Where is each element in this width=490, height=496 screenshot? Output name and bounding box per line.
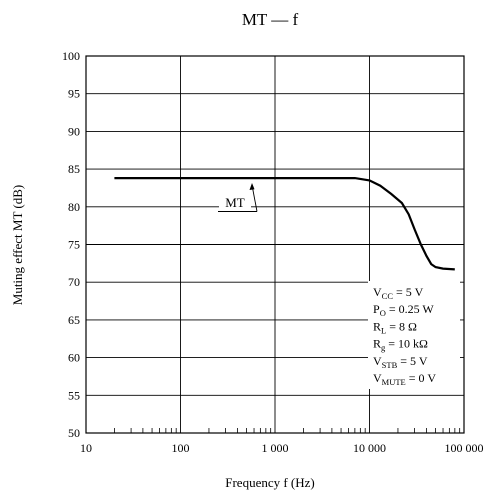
series-annotation: MT bbox=[218, 183, 258, 212]
annotation-arrowhead bbox=[249, 183, 255, 190]
y-tick-label: 60 bbox=[68, 351, 80, 365]
conditions-box bbox=[368, 281, 460, 389]
condition-line: VSTB = 5 V bbox=[373, 354, 428, 370]
condition-line: VMUTE = 0 V bbox=[373, 371, 436, 387]
x-tick-label: 1 000 bbox=[262, 441, 289, 455]
condition-line: VCC = 5 V bbox=[373, 285, 424, 301]
y-tick-label: 80 bbox=[68, 200, 80, 214]
conditions-list: VCC = 5 VPO = 0.25 WRL = 8 Ω Rg = 10 kΩVS… bbox=[373, 285, 436, 387]
plot-frame bbox=[85, 55, 465, 434]
y-tick-label: 50 bbox=[68, 426, 80, 440]
annotation-label-bg bbox=[219, 195, 251, 210]
y-tick-label: 70 bbox=[68, 275, 80, 289]
condition-line: PO = 0.25 W bbox=[373, 302, 434, 318]
x-tick-label: 10 bbox=[80, 441, 92, 455]
x-tick-label: 10 000 bbox=[353, 441, 386, 455]
y-tick-label: 90 bbox=[68, 124, 80, 138]
y-axis-label: Muting effect MT (dB) bbox=[10, 185, 25, 305]
x-axis-label: Frequency f (Hz) bbox=[225, 475, 315, 490]
y-tick-label: 85 bbox=[68, 162, 80, 176]
condition-line: Rg = 10 kΩ bbox=[373, 337, 428, 353]
x-tick-label: 100 bbox=[172, 441, 190, 455]
chart-title: MT — f bbox=[242, 10, 299, 29]
tick-labels: 50 55 60 65 70 75 80 85 90 95 100 10 100 1 000 10 000 1… bbox=[62, 49, 484, 455]
y-tick-label: 95 bbox=[68, 87, 80, 101]
condition-line: RL = 8 Ω bbox=[373, 319, 417, 335]
x-tick-label: 100 000 bbox=[445, 441, 484, 455]
annotation-label: MT bbox=[225, 195, 245, 210]
y-tick-label: 100 bbox=[62, 49, 80, 63]
y-tick-label: 75 bbox=[68, 238, 80, 252]
y-tick-label: 65 bbox=[68, 313, 80, 327]
series-line-mt bbox=[114, 177, 455, 271]
y-tick-label: 55 bbox=[68, 388, 80, 402]
